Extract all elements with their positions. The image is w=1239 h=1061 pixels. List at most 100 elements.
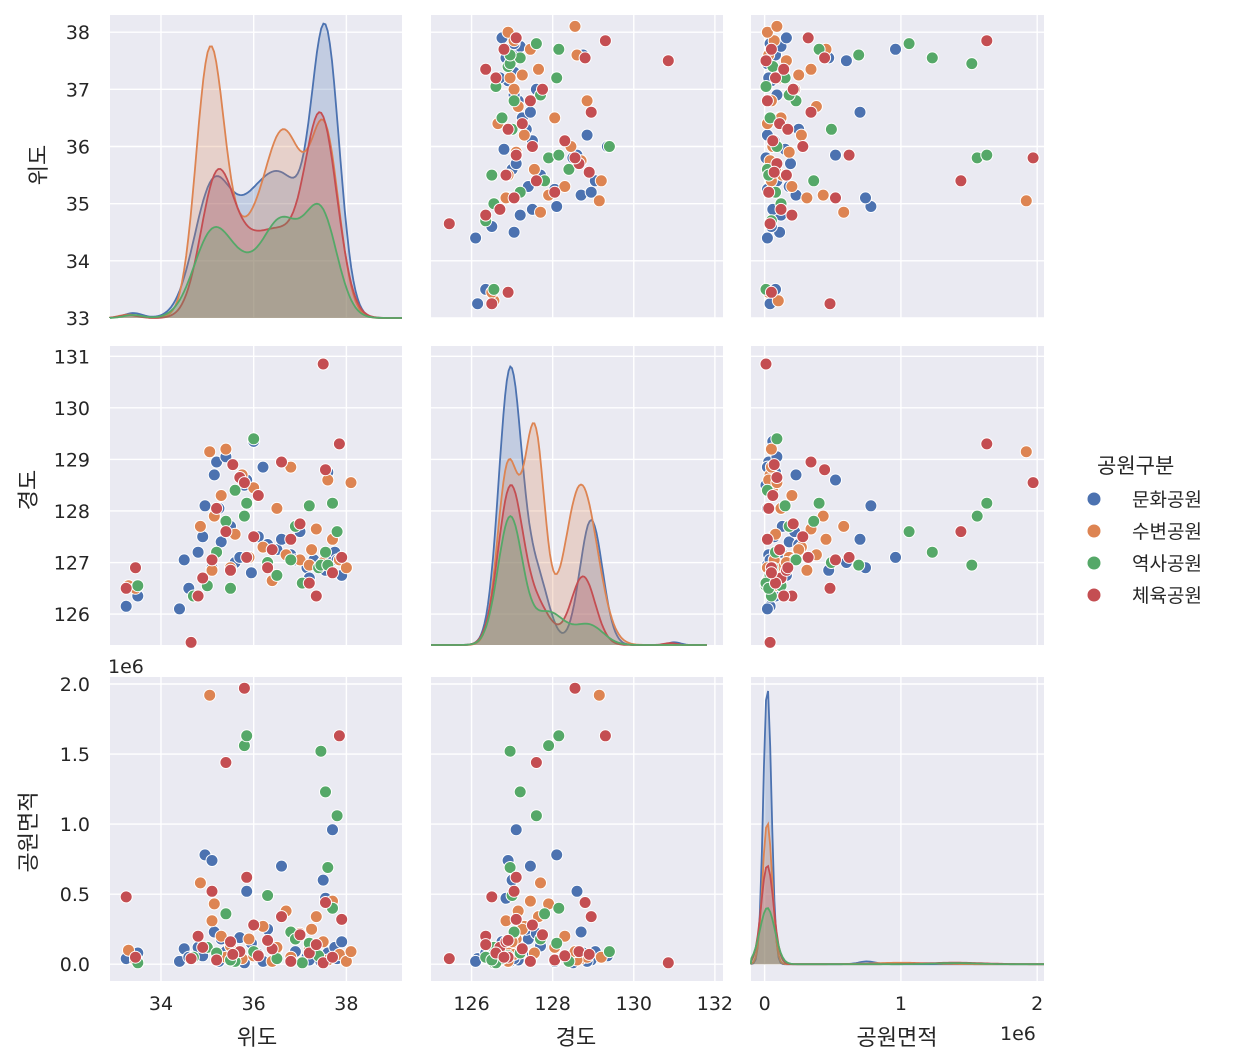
point-수변공원 (309, 910, 323, 924)
point-체육공원 (525, 140, 539, 153)
point-체육공원 (191, 589, 205, 603)
point-체육공원 (247, 530, 261, 544)
ytick-공원면적: 1.5 (60, 744, 90, 766)
point-수변공원 (580, 94, 594, 108)
point-체육공원 (119, 890, 133, 904)
point-체육공원 (796, 530, 810, 544)
row-label-경도: 경도 (17, 470, 42, 510)
panel-위도-위도 (109, 15, 402, 319)
point-체육공원 (777, 589, 791, 603)
point-체육공원 (584, 910, 598, 924)
point-역사공원 (319, 545, 332, 559)
point-체육공원 (763, 217, 777, 231)
point-체육공원 (829, 553, 842, 567)
point-문화공원 (469, 231, 483, 245)
point-역사공원 (237, 509, 251, 523)
point-문화공원 (570, 884, 584, 898)
point-체육공원 (210, 953, 224, 967)
point-체육공원 (509, 870, 523, 884)
point-역사공원 (219, 907, 233, 921)
point-역사공원 (902, 525, 916, 539)
point-문화공원 (335, 935, 349, 949)
xtick-경도: 126 (453, 993, 489, 1015)
point-역사공원 (270, 568, 284, 582)
ytick-공원면적: 0.0 (60, 954, 90, 976)
point-체육공원 (493, 202, 507, 216)
point-체육공원 (759, 54, 773, 68)
point-체육공원 (224, 563, 237, 577)
point-수변공원 (760, 25, 774, 39)
point-체육공원 (184, 952, 198, 966)
point-역사공원 (503, 861, 517, 874)
panel-공원면적-공원면적 (750, 677, 1044, 981)
legend-title: 공원구분 (1097, 454, 1174, 478)
point-문화공원 (784, 157, 797, 171)
ytick-경도: 129 (54, 449, 90, 471)
point-문화공원 (574, 925, 588, 939)
point-수변공원 (193, 519, 207, 533)
legend-marker-역사공원 (1086, 555, 1102, 571)
point-역사공원 (240, 496, 254, 510)
point-역사공원 (131, 579, 145, 593)
ytick-위도: 37 (66, 79, 90, 101)
panels-layer (109, 15, 1044, 981)
point-체육공원 (598, 729, 612, 743)
point-문화공원 (471, 297, 485, 311)
kde-fill-수변공원 (110, 46, 402, 319)
ytick-경도: 127 (54, 553, 90, 575)
point-체육공원 (226, 947, 240, 961)
point-체육공원 (219, 525, 233, 539)
point-문화공원 (244, 566, 258, 580)
ytick-경도: 131 (54, 346, 90, 368)
point-수변공원 (594, 174, 608, 188)
point-문화공원 (889, 550, 902, 564)
point-체육공원 (661, 54, 675, 68)
col-label-공원면적: 공원면적 (857, 1026, 938, 1051)
point-문화공원 (198, 499, 212, 513)
point-수변공원 (794, 128, 808, 142)
point-체육공원 (489, 71, 503, 85)
point-체육공원 (786, 82, 800, 96)
legend-label-체육공원: 체육공원 (1132, 585, 1202, 607)
point-역사공원 (261, 889, 275, 902)
point-문화공원 (760, 231, 774, 245)
point-체육공원 (786, 517, 800, 531)
point-체육공원 (265, 543, 279, 557)
point-역사공원 (487, 282, 501, 296)
point-체육공원 (205, 553, 219, 567)
col-label-경도: 경도 (556, 1026, 596, 1051)
point-문화공원 (177, 553, 191, 567)
point-역사공원 (552, 729, 566, 743)
point-수변공원 (770, 19, 784, 33)
point-체육공원 (529, 756, 543, 769)
point-수변공원 (503, 71, 517, 85)
point-체육공원 (829, 191, 842, 205)
point-문화공원 (173, 602, 186, 616)
xtick-경도: 128 (535, 993, 571, 1015)
legend-label-역사공원: 역사공원 (1132, 553, 1202, 575)
point-체육공원 (1026, 476, 1040, 490)
point-체육공원 (767, 458, 781, 472)
point-체육공원 (191, 929, 205, 943)
point-체육공원 (501, 285, 515, 299)
kde-line-역사공원 (431, 515, 707, 646)
point-문화공원 (497, 142, 511, 156)
point-체육공원 (251, 489, 265, 502)
point-체육공원 (767, 165, 781, 179)
point-체육공원 (316, 357, 330, 371)
point-역사공원 (602, 945, 616, 959)
point-체육공원 (523, 954, 537, 968)
point-체육공원 (578, 51, 592, 65)
point-문화공원 (839, 54, 853, 68)
point-체육공원 (219, 756, 233, 769)
point-체육공원 (801, 31, 815, 45)
point-문화공원 (507, 225, 521, 239)
point-수변공원 (837, 205, 851, 219)
point-수변공원 (816, 188, 830, 202)
xtick-경도: 132 (697, 993, 733, 1015)
point-문화공원 (326, 823, 339, 837)
point-수변공원 (548, 111, 562, 125)
point-체육공원 (582, 165, 596, 179)
point-수변공원 (800, 563, 814, 577)
point-체육공원 (760, 532, 774, 546)
